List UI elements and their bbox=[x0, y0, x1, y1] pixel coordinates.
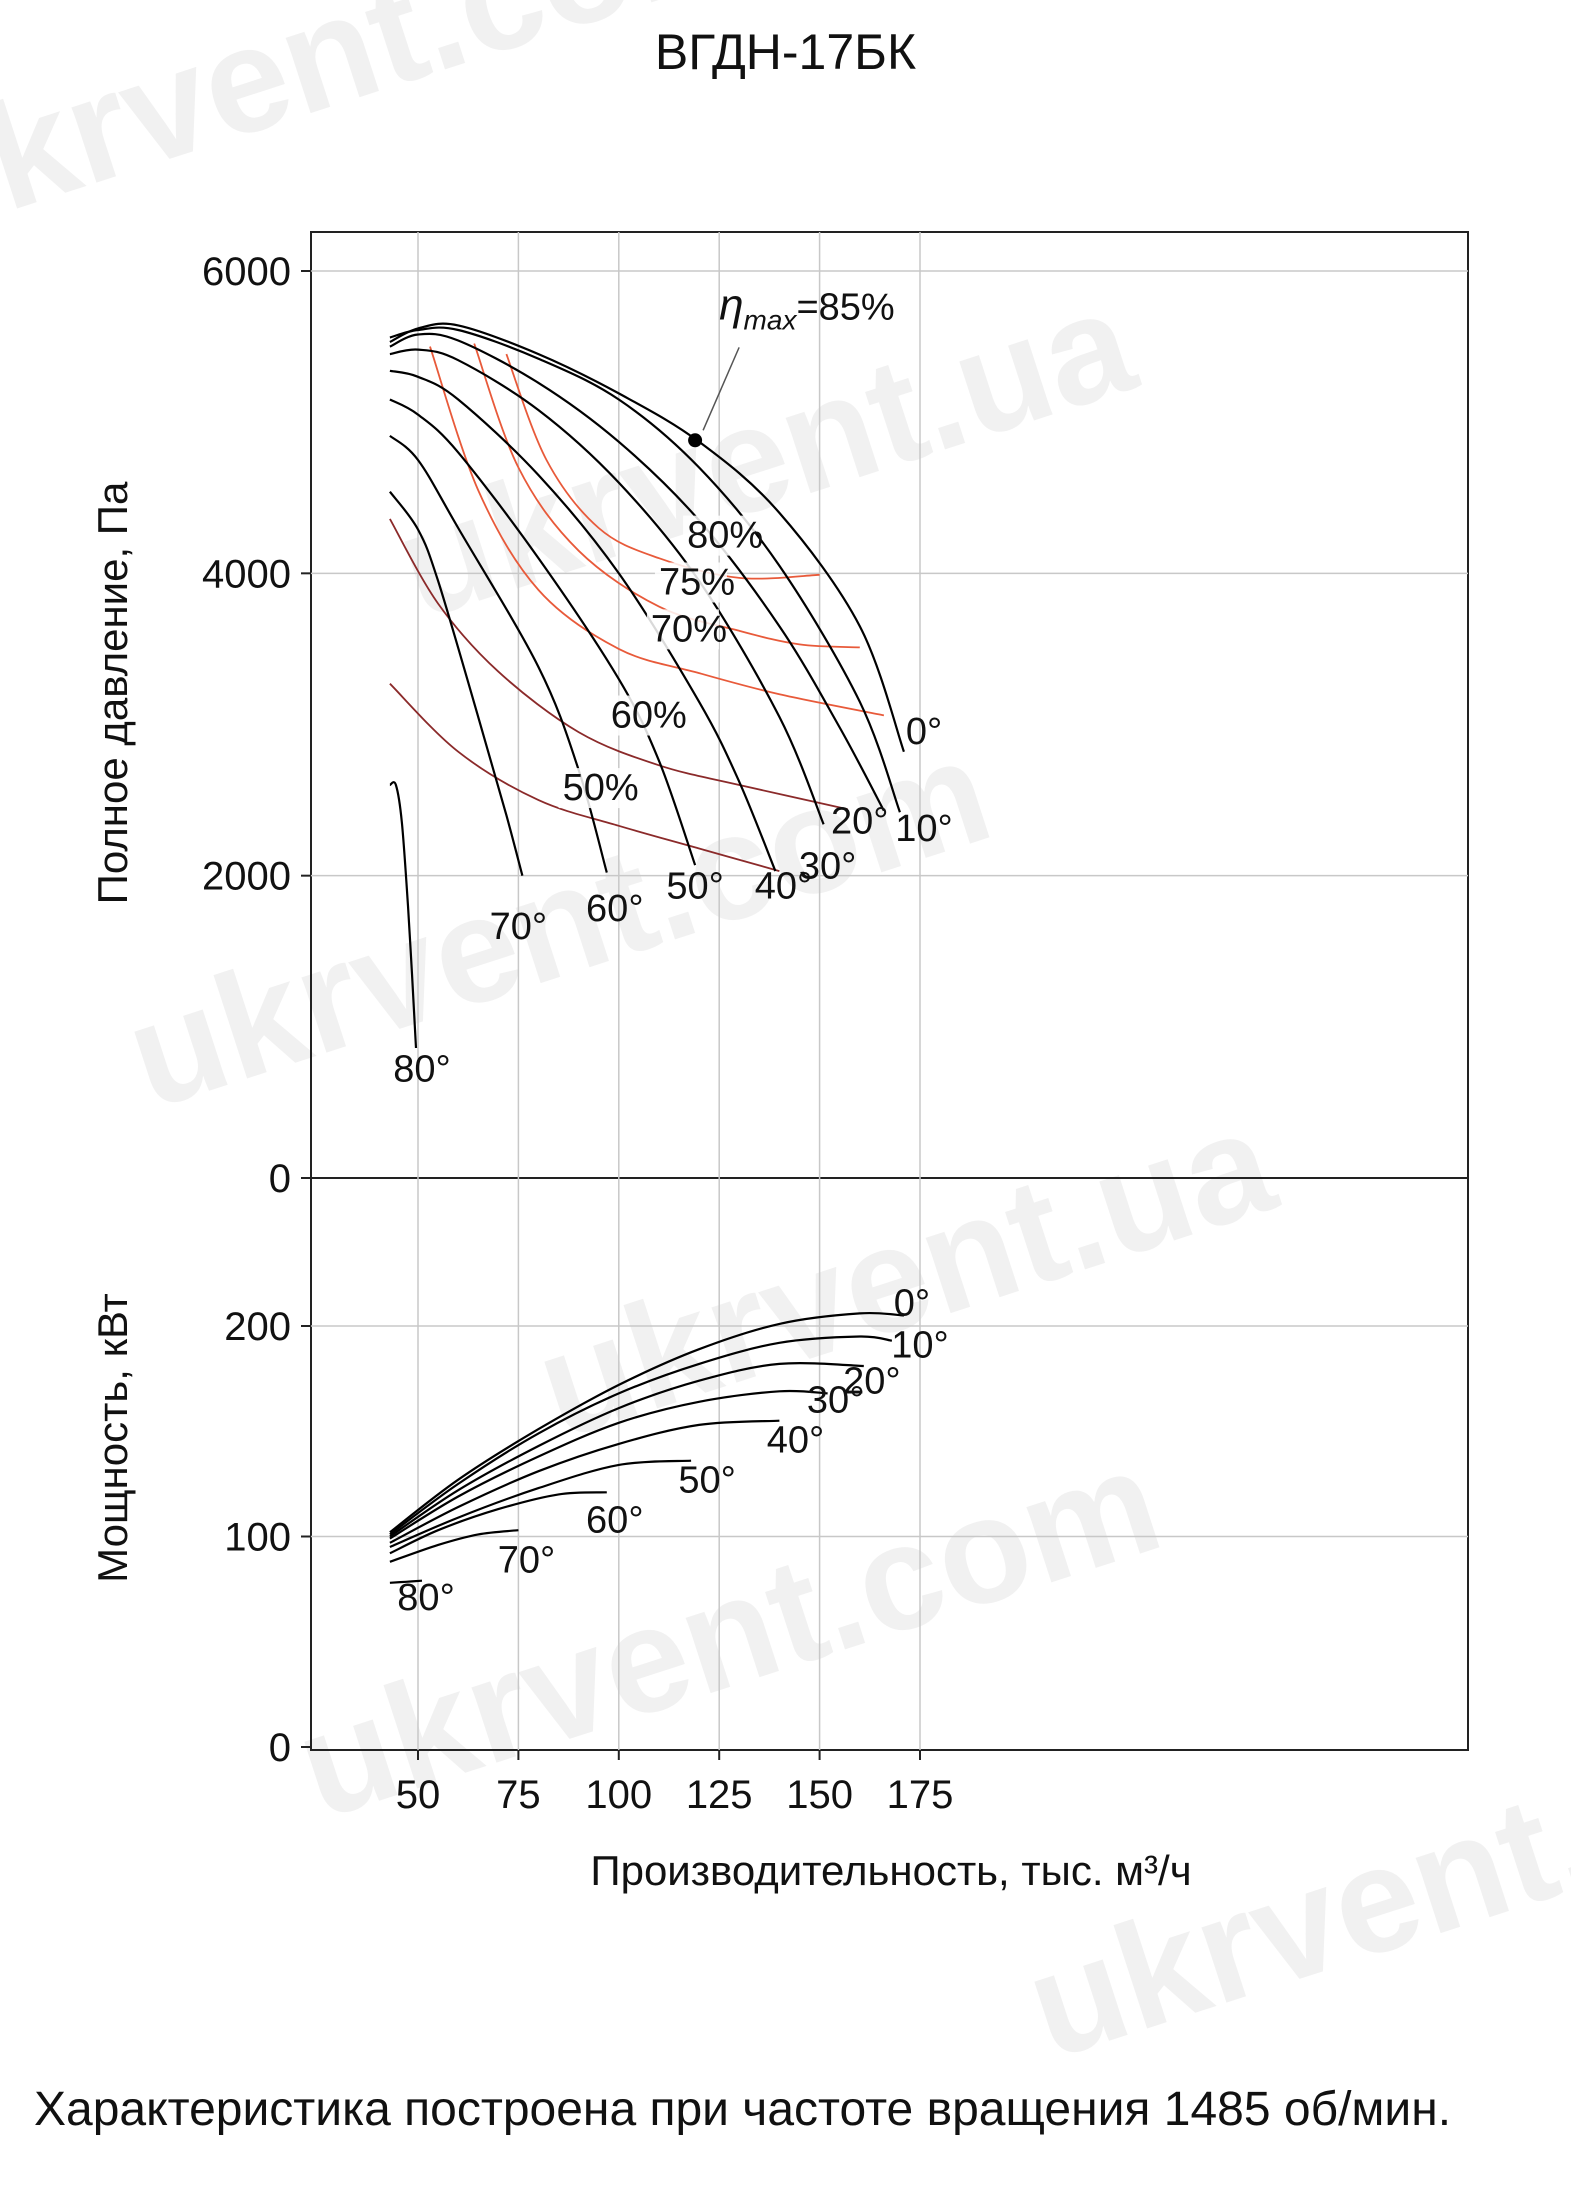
efficiency-label: 50% bbox=[563, 767, 639, 809]
pressure-curve bbox=[389, 398, 697, 866]
power-curve-label: 30° bbox=[807, 1379, 864, 1421]
efficiency-label-bg bbox=[654, 562, 727, 603]
efficiency-curve bbox=[429, 346, 885, 717]
x-tick-label: 125 bbox=[686, 1773, 753, 1817]
power-curve-label: 0° bbox=[894, 1282, 930, 1324]
efficiency-label-bg bbox=[683, 515, 756, 556]
eta-max-leader bbox=[702, 347, 740, 431]
footnote: Характеристика построена при частоте вра… bbox=[34, 2083, 1452, 2136]
efficiency-label: 60% bbox=[611, 695, 687, 737]
watermark-text: ukrvent.com bbox=[0, 0, 778, 270]
power-curve bbox=[389, 1419, 780, 1544]
power-curve bbox=[389, 1362, 864, 1538]
efficiency-label: 80% bbox=[687, 515, 763, 557]
pressure-curve bbox=[389, 322, 905, 753]
power-curve bbox=[389, 1579, 423, 1584]
power-curve-label: 80° bbox=[397, 1577, 454, 1619]
power-curve-label: 60° bbox=[586, 1499, 643, 1541]
x-tick-label: 75 bbox=[496, 1773, 541, 1817]
page-title: ВГДН-17БК bbox=[654, 24, 917, 80]
pressure-curve bbox=[389, 332, 885, 812]
eta-max-point bbox=[688, 433, 703, 448]
power-plot-frame bbox=[310, 1177, 1469, 1751]
eta-max-label: ηmax=85% bbox=[719, 280, 895, 335]
power-curve bbox=[389, 1335, 893, 1536]
pressure-curve bbox=[389, 348, 825, 825]
efficiency-curve bbox=[389, 518, 848, 811]
power-curve bbox=[389, 1529, 519, 1563]
efficiency-label-bg bbox=[646, 609, 719, 650]
x-tick-label: 175 bbox=[887, 1773, 954, 1817]
efficiency-curves-layer bbox=[389, 343, 885, 872]
efficiency-label: 70% bbox=[651, 608, 727, 650]
pressure-curve bbox=[389, 369, 777, 872]
power-curve-label: 70° bbox=[498, 1539, 555, 1581]
efficiency-curve bbox=[389, 683, 780, 872]
pressure-curve-label: 60° bbox=[586, 888, 643, 930]
efficiency-curve bbox=[473, 343, 860, 649]
pressure-curve-label: 40° bbox=[755, 865, 812, 907]
power-y-tick-label: 100 bbox=[224, 1516, 291, 1560]
pressure-y-tick-label: 2000 bbox=[202, 855, 291, 899]
power-curve-label: 50° bbox=[678, 1459, 735, 1501]
pressure-y-tick-label: 4000 bbox=[202, 552, 291, 596]
x-axis-title: Производительность, тыс. м³/ч bbox=[590, 1847, 1191, 1894]
power-curve-label: 20° bbox=[843, 1360, 900, 1402]
power-curve bbox=[389, 1459, 692, 1549]
pressure-y-tick-label: 0 bbox=[269, 1157, 291, 1201]
power-curve bbox=[389, 1389, 828, 1540]
pressure-curve-label: 70° bbox=[490, 906, 547, 948]
power-y-tick-label: 0 bbox=[269, 1726, 291, 1770]
efficiency-label: 75% bbox=[659, 561, 735, 603]
power-curve-label: 40° bbox=[767, 1419, 824, 1461]
pressure-curve bbox=[389, 326, 901, 813]
pressure-curve-label: 50° bbox=[666, 865, 723, 907]
power-axis-title: Мощность, кВт bbox=[89, 1293, 136, 1583]
pressure-axis-title: Полное давление, Па bbox=[89, 481, 136, 904]
pressure-curve bbox=[389, 781, 418, 1049]
efficiency-curve bbox=[505, 353, 820, 580]
efficiency-label-bg bbox=[558, 768, 631, 809]
x-tick-label: 50 bbox=[396, 1773, 441, 1817]
eta-value: =85% bbox=[796, 286, 894, 328]
pressure-y-tick-label: 6000 bbox=[202, 250, 291, 294]
pressure-curve-label: 20° bbox=[831, 800, 888, 842]
pressure-curve-label: 80° bbox=[393, 1048, 450, 1090]
power-curve bbox=[389, 1491, 607, 1555]
watermark-text: ukrvent.ua bbox=[518, 1076, 1293, 1471]
watermark-text: ukrvent.com bbox=[108, 705, 1008, 1140]
power-curve bbox=[389, 1311, 904, 1534]
power-curve-label: 10° bbox=[891, 1325, 948, 1367]
pressure-curve bbox=[389, 491, 524, 876]
eta-symbol: η bbox=[719, 280, 743, 329]
eta-subscript: max bbox=[744, 304, 798, 335]
grid-layer bbox=[301, 232, 1468, 1760]
pressure-curve-label: 0° bbox=[906, 711, 942, 753]
x-tick-label: 150 bbox=[786, 1773, 853, 1817]
efficiency-label-bg bbox=[606, 695, 679, 736]
power-y-tick-label: 200 bbox=[224, 1305, 291, 1349]
curves-layer bbox=[389, 322, 905, 1584]
labels-layer: 0 2000 4000 6000 0 100 200 50 75 100 125 150 175 50% 6… bbox=[202, 250, 953, 1817]
pressure-curve-label: 10° bbox=[895, 808, 952, 850]
pressure-curve-label: 30° bbox=[799, 846, 856, 888]
x-tick-label: 100 bbox=[585, 1773, 652, 1817]
